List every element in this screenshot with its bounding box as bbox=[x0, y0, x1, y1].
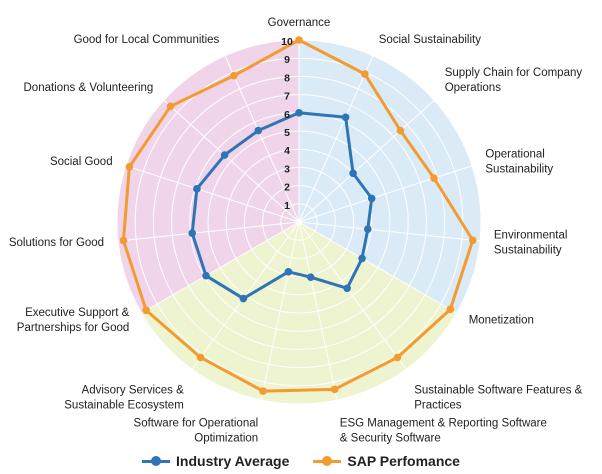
category-labels: Governance Social Sustainability Supply Ch… bbox=[9, 17, 583, 445]
tick-label-8: 8 bbox=[284, 72, 290, 84]
tick-label-1: 1 bbox=[284, 200, 290, 212]
grid-spoke-14 bbox=[163, 99, 300, 223]
category-label-software-for-operational-optimization: Software for Operational Optimization bbox=[134, 418, 259, 445]
chart-legend: Industry Average SAP Perfomance bbox=[0, 450, 602, 472]
category-label-solutions-for-good: Solutions for Good bbox=[9, 237, 104, 249]
data-point-sap-perfomance-7 bbox=[393, 353, 402, 362]
legend-swatch-industry-average bbox=[142, 455, 171, 467]
category-label-executive-support-partnerships-for-good: Executive Support & Partnerships for Good bbox=[17, 307, 130, 334]
data-point-industry-average-10 bbox=[239, 294, 248, 303]
legend-swatch-sap-performance bbox=[313, 455, 342, 467]
grid-spoke-7 bbox=[298, 221, 407, 370]
data-point-sap-perfomance-10 bbox=[196, 353, 205, 362]
grid-spoke-2 bbox=[298, 55, 374, 223]
data-point-industry-average-4 bbox=[367, 194, 376, 203]
grid-spoke-12 bbox=[117, 221, 300, 242]
data-point-industry-average-8 bbox=[306, 273, 315, 281]
grid-spoke-13 bbox=[125, 165, 300, 223]
category-label-advisory-services-sustainable-ecosystem: Advisory Services & Sustainable Ecosystem bbox=[64, 385, 184, 412]
category-label-operational-sustainability: Operational Sustainability bbox=[485, 148, 553, 175]
background-sector-1 bbox=[299, 40, 481, 313]
tick-label-10: 10 bbox=[281, 36, 293, 48]
data-point-industry-average-13 bbox=[193, 185, 201, 193]
tick-label-6: 6 bbox=[284, 109, 290, 121]
data-point-industry-average-2 bbox=[341, 113, 350, 122]
category-label-supply-chain-for-company-operations: Supply Chain for Company Operations bbox=[445, 67, 583, 94]
data-point-sap-perfomance-12 bbox=[119, 236, 128, 245]
grid-spoke-6 bbox=[298, 221, 457, 314]
data-point-industry-average-9 bbox=[284, 268, 293, 276]
data-point-sap-perfomance-15 bbox=[230, 71, 238, 80]
tick-label-5: 5 bbox=[284, 127, 290, 139]
legend-label-sap-performance: SAP Perfomance bbox=[347, 453, 460, 469]
grid-spoke-15 bbox=[224, 55, 300, 223]
grid-spoke-5 bbox=[298, 221, 481, 242]
data-point-sap-perfomance-13 bbox=[125, 163, 134, 171]
legend-item-sap-performance: SAP Perfomance bbox=[313, 453, 460, 469]
grid-spoke-4 bbox=[298, 165, 473, 223]
category-label-social-sustainability: Social Sustainability bbox=[379, 34, 482, 46]
grid-spoke-3 bbox=[298, 99, 435, 223]
data-point-industry-average-14 bbox=[220, 151, 229, 159]
series-line-industry-average bbox=[190, 111, 374, 301]
data-point-sap-perfomance-5 bbox=[468, 236, 477, 245]
category-label-environmental-sustainability: Environmental Sustainability bbox=[494, 230, 568, 257]
tick-label-4: 4 bbox=[284, 145, 290, 157]
data-point-sap-perfomance-14 bbox=[166, 102, 175, 111]
data-point-industry-average-6 bbox=[358, 254, 366, 263]
tick-label-2: 2 bbox=[284, 182, 290, 194]
data-point-industry-average-15 bbox=[254, 126, 263, 135]
tick-label-9: 9 bbox=[284, 54, 290, 66]
category-label-esg-management-reporting-software-security-software: ESG Management & Reporting Software & Sec… bbox=[340, 418, 547, 445]
data-point-sap-perfomance-8 bbox=[330, 385, 339, 394]
grid-spoke-11 bbox=[141, 221, 300, 314]
data-point-sap-perfomance-6 bbox=[446, 305, 455, 314]
data-point-sap-perfomance-2 bbox=[361, 70, 369, 78]
category-label-good-for-local-communities: Good for Local Communities bbox=[74, 34, 220, 46]
category-label-donations-volunteering: Donations & Volunteering bbox=[24, 82, 154, 94]
data-point-industry-average-11 bbox=[202, 271, 210, 280]
data-point-sap-perfomance-1 bbox=[295, 36, 303, 44]
radial-tick-labels: 1 2 3 4 5 6 7 8 9 10 bbox=[281, 36, 293, 212]
series-line-sap-perfomance bbox=[121, 38, 475, 393]
legend-item-industry-average: Industry Average bbox=[142, 453, 289, 469]
data-point-industry-average-5 bbox=[363, 225, 372, 234]
data-point-industry-average-1 bbox=[295, 109, 303, 117]
data-point-industry-average-12 bbox=[188, 229, 197, 238]
data-point-industry-average-7 bbox=[343, 284, 351, 293]
data-point-sap-perfomance-11 bbox=[142, 306, 150, 315]
data-point-sap-perfomance-4 bbox=[430, 174, 438, 182]
category-label-monetization: Monetization bbox=[469, 315, 534, 327]
category-label-governance: Governance bbox=[268, 17, 331, 29]
tick-label-7: 7 bbox=[284, 91, 290, 103]
category-label-sustainable-software-features-practices: Sustainable Software Features & Practices bbox=[414, 385, 582, 412]
data-point-sap-perfomance-3 bbox=[396, 126, 405, 135]
grid-spoke-9 bbox=[260, 221, 300, 401]
data-series bbox=[119, 36, 477, 395]
tick-label-3: 3 bbox=[284, 163, 290, 175]
category-label-social-good: Social Good bbox=[50, 156, 113, 168]
grid-spoke-8 bbox=[298, 221, 338, 401]
legend-label-industry-average: Industry Average bbox=[176, 453, 290, 469]
data-point-sap-perfomance-9 bbox=[259, 387, 267, 395]
data-point-industry-average-3 bbox=[349, 169, 357, 178]
